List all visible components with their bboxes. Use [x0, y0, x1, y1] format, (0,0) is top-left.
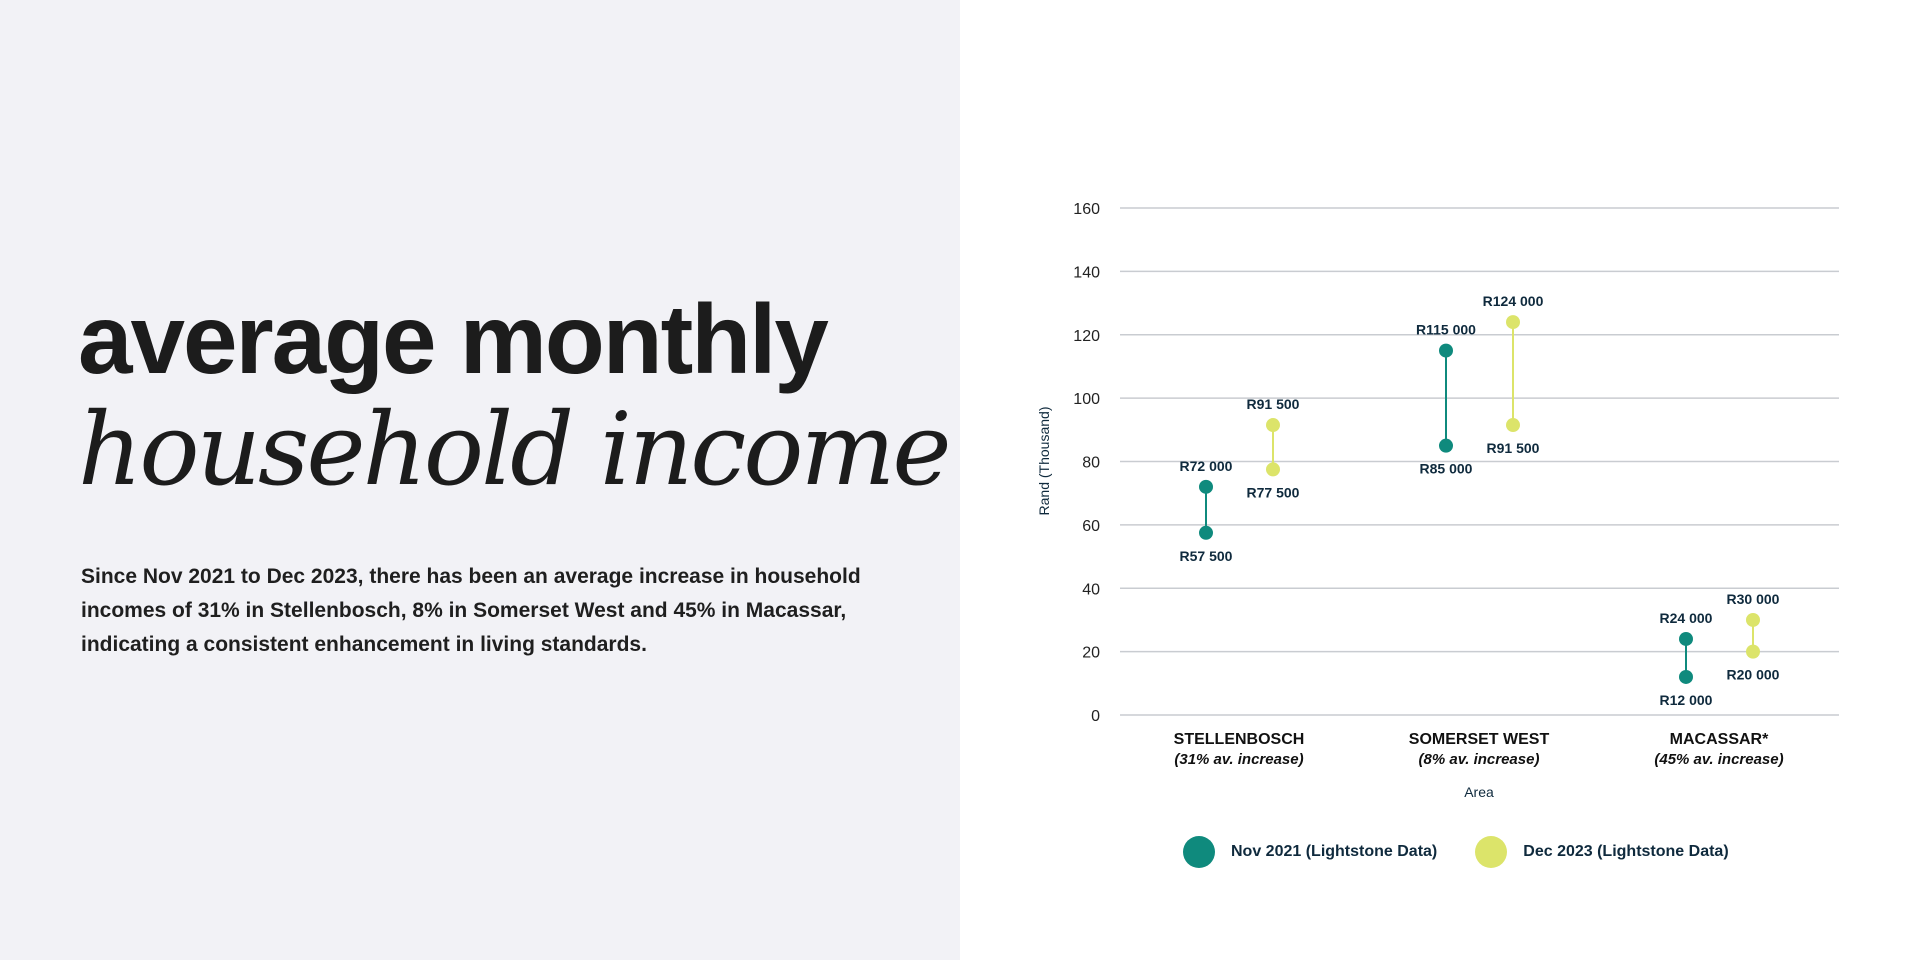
data-label-low: R85 000: [1420, 461, 1473, 477]
title-line-2: household income: [78, 391, 952, 508]
category-label: SOMERSET WEST: [1409, 731, 1550, 748]
legend-swatch-nov: [1183, 836, 1215, 868]
y-axis-label: Rand (Thousand): [1036, 407, 1052, 516]
point-low: [1199, 525, 1213, 540]
point-low: [1746, 644, 1760, 659]
data-label-high: R24 000: [1660, 610, 1713, 626]
data-label-low: R57 500: [1180, 548, 1233, 564]
point-high: [1266, 418, 1280, 433]
point-high: [1746, 612, 1760, 627]
x-axis-label: Area: [1464, 784, 1494, 800]
title-line-1: average monthly: [78, 284, 829, 394]
data-label-low: R12 000: [1660, 692, 1713, 708]
point-low: [1266, 462, 1280, 477]
legend-label-dec: Dec 2023 (Lightstone Data): [1523, 843, 1729, 860]
legend-label-nov: Nov 2021 (Lightstone Data): [1231, 843, 1438, 860]
data-label-high: R72 000: [1180, 458, 1233, 474]
data-label-low: R20 000: [1727, 667, 1780, 683]
y-tick-label: 60: [1082, 518, 1100, 535]
y-tick-label: 80: [1082, 455, 1100, 472]
data-label-high: R30 000: [1727, 591, 1780, 607]
intro-panel: average monthly household income Since N…: [0, 0, 960, 960]
y-tick-label: 40: [1082, 581, 1100, 598]
category-sublabel: (31% av. increase): [1174, 751, 1303, 768]
data-label-low: R77 500: [1247, 484, 1300, 500]
y-tick-label: 160: [1073, 201, 1100, 218]
point-low: [1679, 669, 1693, 684]
point-low: [1506, 418, 1520, 433]
data-label-low: R91 500: [1487, 440, 1540, 456]
legend: Nov 2021 (Lightstone Data) Dec 2023 (Lig…: [1183, 836, 1767, 868]
category-sublabel: (8% av. increase): [1419, 751, 1540, 768]
y-tick-label: 100: [1073, 391, 1100, 408]
y-tick-label: 0: [1091, 708, 1100, 725]
legend-item-dec: Dec 2023 (Lightstone Data): [1475, 836, 1729, 868]
legend-swatch-dec: [1475, 836, 1508, 868]
point-high: [1679, 631, 1693, 646]
data-label-high: R124 000: [1483, 293, 1544, 309]
point-high: [1199, 479, 1213, 494]
category-label: STELLENBOSCH: [1174, 731, 1305, 748]
point-low: [1439, 438, 1453, 453]
data-label-high: R91 500: [1247, 396, 1300, 412]
y-tick-label: 140: [1073, 264, 1100, 281]
point-high: [1439, 343, 1453, 358]
description: Since Nov 2021 to Dec 2023, there has be…: [81, 565, 861, 656]
legend-item-nov: Nov 2021 (Lightstone Data): [1183, 836, 1437, 868]
y-tick-label: 120: [1073, 328, 1100, 345]
category-sublabel: (45% av. increase): [1654, 751, 1783, 768]
y-tick-label: 20: [1082, 645, 1100, 662]
data-label-high: R115 000: [1416, 322, 1476, 338]
category-label: MACASSAR*: [1670, 731, 1769, 748]
point-high: [1506, 315, 1520, 330]
